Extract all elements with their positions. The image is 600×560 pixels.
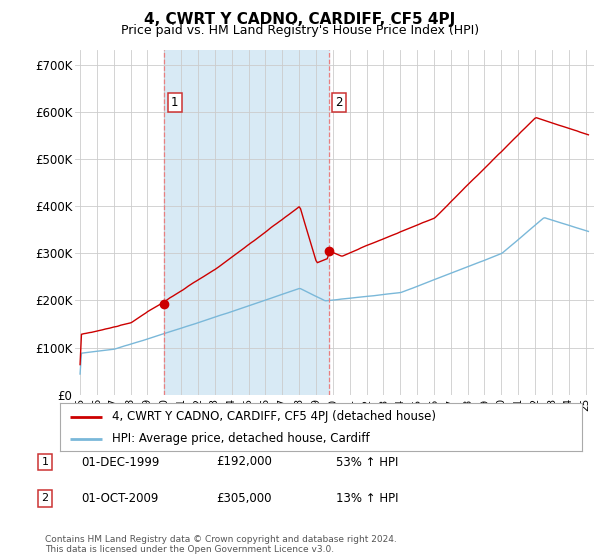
Text: 53% ↑ HPI: 53% ↑ HPI [336,455,398,469]
Bar [164,50,329,395]
Text: Price paid vs. HM Land Registry's House Price Index (HPI): Price paid vs. HM Land Registry's House … [121,24,479,36]
Text: 13% ↑ HPI: 13% ↑ HPI [336,492,398,505]
Text: £192,000: £192,000 [216,455,272,469]
Text: 2: 2 [335,96,343,109]
Text: 4, CWRT Y CADNO, CARDIFF, CF5 4PJ: 4, CWRT Y CADNO, CARDIFF, CF5 4PJ [145,12,455,27]
Text: 1: 1 [171,96,179,109]
Text: 1: 1 [41,457,49,467]
Text: Contains HM Land Registry data © Crown copyright and database right 2024.
This d: Contains HM Land Registry data © Crown c… [45,535,397,554]
Text: 4, CWRT Y CADNO, CARDIFF, CF5 4PJ (detached house): 4, CWRT Y CADNO, CARDIFF, CF5 4PJ (detac… [112,410,436,423]
Text: 01-OCT-2009: 01-OCT-2009 [81,492,158,505]
Text: 01-DEC-1999: 01-DEC-1999 [81,455,160,469]
Text: HPI: Average price, detached house, Cardiff: HPI: Average price, detached house, Card… [112,432,370,445]
Text: 2: 2 [41,493,49,503]
Text: £305,000: £305,000 [216,492,271,505]
